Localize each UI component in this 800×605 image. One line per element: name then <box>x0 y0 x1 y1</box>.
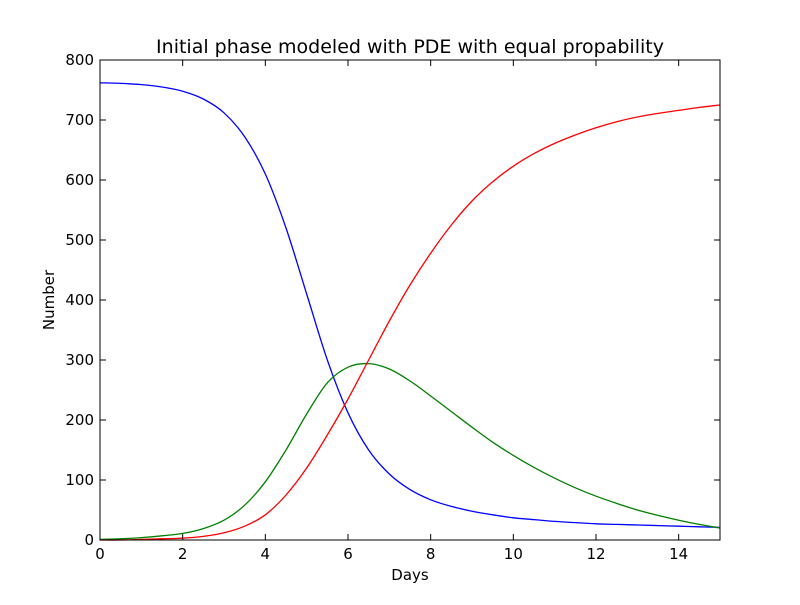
x-tick-label: 2 <box>178 545 188 563</box>
x-tick-label: 6 <box>343 545 353 563</box>
plot-area-frame <box>99 59 721 541</box>
x-tick-label: 10 <box>504 545 523 563</box>
series-line-2 <box>99 362 721 541</box>
series-line-3 <box>99 104 721 541</box>
x-tick-label: 0 <box>95 545 105 563</box>
y-axis-label: Number <box>40 269 58 330</box>
series-line-1 <box>99 82 721 529</box>
x-tick-label: 4 <box>261 545 271 563</box>
x-axis-label: Days <box>391 566 429 584</box>
y-tick-label: 400 <box>65 291 94 309</box>
tick-layer: 0 2 4 6 8 10 12 14 0 100 200 300 400 500 600 700 800 <box>65 51 720 563</box>
y-tick-label: 700 <box>65 111 94 129</box>
y-tick-label: 0 <box>84 531 94 549</box>
y-tick-label: 500 <box>65 231 94 249</box>
x-tick-label: 14 <box>669 545 688 563</box>
y-tick-label: 300 <box>65 351 94 369</box>
x-tick-label: 12 <box>586 545 605 563</box>
chart-title: Initial phase modeled with PDE with equa… <box>156 36 664 58</box>
y-tick-label: 600 <box>65 171 94 189</box>
series-layer <box>99 82 721 541</box>
x-tick-label: 8 <box>426 545 436 563</box>
y-tick-label: 200 <box>65 411 94 429</box>
y-tick-label: 800 <box>65 51 94 69</box>
y-tick-label: 100 <box>65 471 94 489</box>
